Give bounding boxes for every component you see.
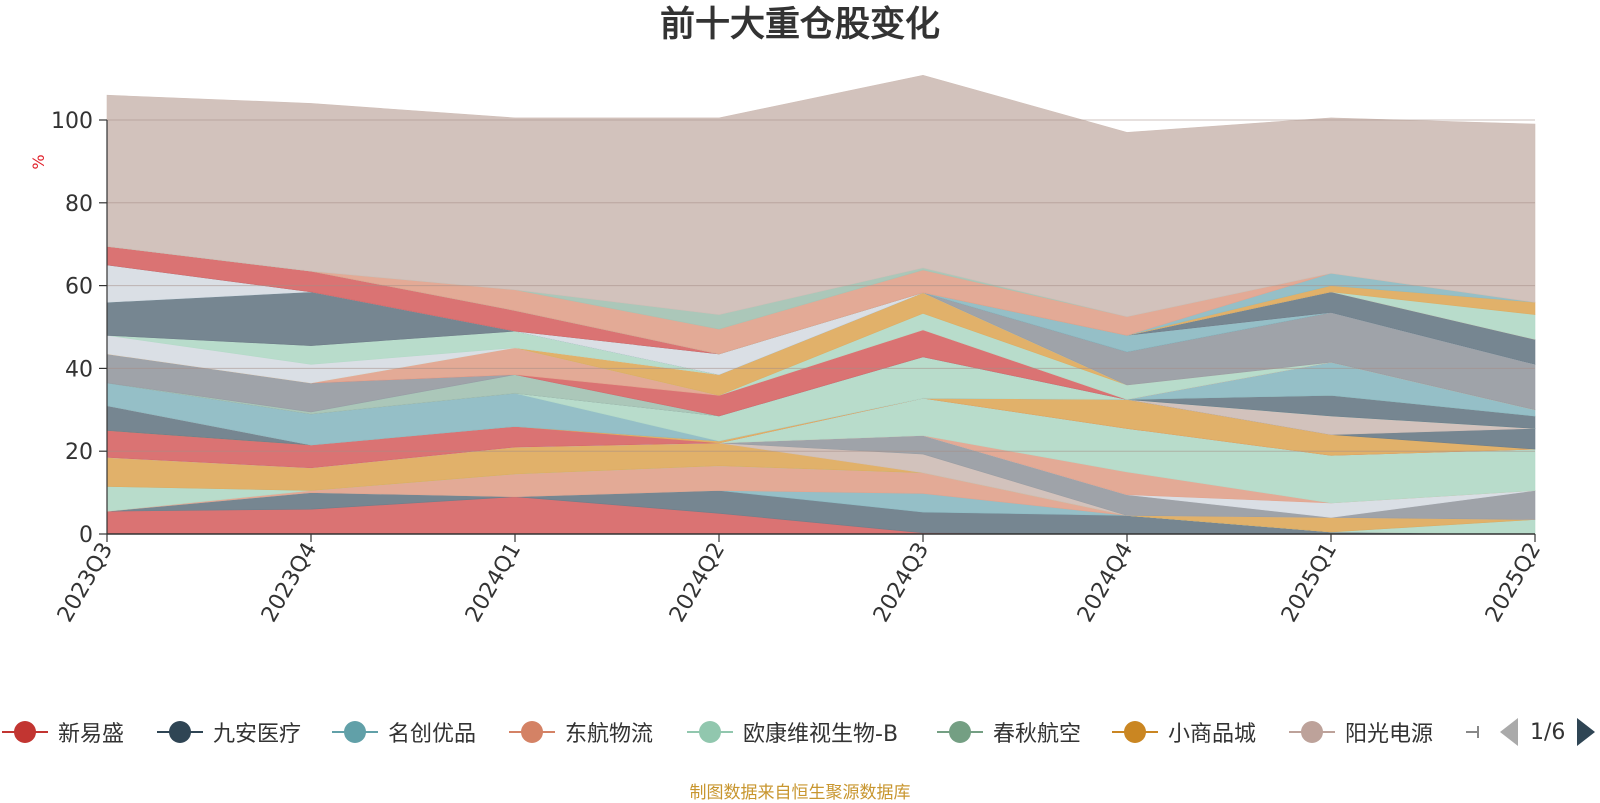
legend-marker-icon bbox=[157, 721, 203, 743]
legend-label: 东航物流 bbox=[565, 722, 654, 747]
y-tick-label-4: 80 bbox=[65, 192, 93, 217]
stacked-area-chart: 0 20 40 60 80 100 2023Q3 2023Q4 2024Q1 2024Q2 2024… bbox=[29, 74, 1546, 627]
y-tick-label-0: 0 bbox=[79, 523, 93, 548]
legend-label: 九安医疗 bbox=[213, 722, 302, 747]
x-tick-label-4: 2024Q3 bbox=[869, 539, 934, 627]
legend-prev-page-icon[interactable] bbox=[1500, 718, 1518, 746]
legend-item-6[interactable]: 小商品城 bbox=[1110, 712, 1256, 752]
x-tick-label-3: 2024Q2 bbox=[665, 539, 730, 627]
chart-title: 前十大重仓股变化 bbox=[659, 5, 940, 45]
y-tick-label-1: 20 bbox=[65, 440, 93, 465]
legend-marker-icon bbox=[1112, 721, 1158, 743]
areas-layer bbox=[106, 74, 1536, 535]
legend-label: 春秋航空 bbox=[993, 722, 1082, 747]
legend-item-1[interactable]: 九安医疗 bbox=[155, 712, 301, 752]
legend-marker-icon bbox=[509, 721, 555, 743]
legend-next-page-icon[interactable] bbox=[1577, 718, 1596, 746]
legend-marker-icon bbox=[1289, 721, 1335, 743]
legend-marker-icon bbox=[687, 721, 733, 743]
legend-marker-icon bbox=[332, 721, 378, 743]
source-note: 制图数据来自恒生聚源数据库 bbox=[689, 783, 911, 803]
legend-item-3[interactable]: 东航物流 bbox=[507, 712, 653, 752]
x-tick-label-5: 2024Q4 bbox=[1073, 539, 1138, 627]
x-tick-label-0: 2023Q3 bbox=[53, 539, 118, 627]
legend-label: 阳光电源 bbox=[1345, 722, 1434, 747]
legend-label: 欧康维视生物-B bbox=[743, 722, 899, 747]
x-tick-label-1: 2023Q4 bbox=[257, 539, 322, 627]
legend-marker-icon bbox=[2, 721, 48, 743]
legend-label: 名创优品 bbox=[388, 722, 477, 747]
legend-overflow-marker-icon bbox=[1466, 726, 1479, 738]
legend-label: 新易盛 bbox=[58, 722, 125, 747]
legend-item-4[interactable]: 欧康维视生物-B bbox=[685, 712, 898, 752]
legend-page-indicator: 1/6 bbox=[1530, 719, 1566, 745]
legend-item-0[interactable]: 新易盛 bbox=[0, 712, 124, 752]
x-tick-label-7: 2025Q2 bbox=[1481, 539, 1546, 627]
legend-item-7[interactable]: 阳光电源 bbox=[1287, 712, 1433, 752]
legend-pager: 1/6 bbox=[1500, 712, 1596, 752]
grid-layer bbox=[107, 119, 1535, 452]
y-tick-label-3: 60 bbox=[65, 275, 93, 300]
legend-item-5[interactable]: 春秋航空 bbox=[935, 712, 1081, 752]
legend-item-2[interactable]: 名创优品 bbox=[330, 712, 476, 752]
x-tick-label-2: 2024Q1 bbox=[461, 539, 526, 627]
area-series-39 bbox=[106, 74, 1536, 317]
legend-marker-icon bbox=[937, 721, 983, 743]
legend-label: 小商品城 bbox=[1168, 722, 1257, 747]
legend: 新易盛 九安医疗 名创优品 东航物流 欧康维视生物-B 春秋航空 小商品城 阳光电源 1/6 bbox=[0, 712, 1600, 752]
y-tick-label-2: 40 bbox=[65, 357, 93, 382]
y-axis-label: % bbox=[29, 154, 48, 169]
x-tick-label-6: 2025Q1 bbox=[1277, 539, 1342, 627]
y-tick-label-5: 100 bbox=[51, 109, 93, 134]
